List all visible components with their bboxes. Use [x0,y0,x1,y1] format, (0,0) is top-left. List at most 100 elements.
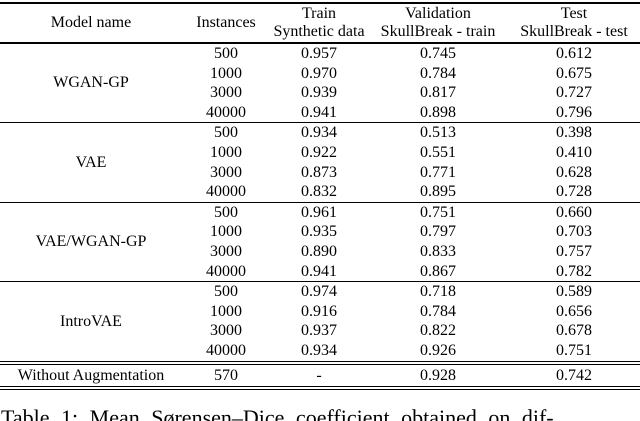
table-row: 3000 0.873 0.771 0.628 [0,163,640,183]
train-cell: 0.941 [301,262,337,280]
instances-cell: 1000 [210,223,242,241]
table-row: 40000 0.941 0.898 0.796 [0,103,640,123]
model-group-vae-wgan-gp: VAE/WGAN-GP 500 0.961 0.751 0.660 1000 0… [0,202,640,281]
validation-cell: 0.784 [420,64,456,82]
validation-cell: 0.797 [420,223,456,241]
instances-cell: 40000 [206,103,246,121]
table-row: VAE 500 0.934 0.513 0.398 [0,123,640,170]
table-row: 3000 0.890 0.833 0.757 [0,242,640,262]
table-row: 1000 0.970 0.784 0.675 [0,64,640,84]
validation-cell: 0.898 [420,103,456,121]
test-cell: 0.628 [556,163,592,181]
instances-cell: 3000 [210,163,242,181]
model-group-wgan-gp: WGAN-GP 500 0.957 0.745 0.612 1000 0.970… [0,43,640,123]
validation-cell: 0.745 [420,45,456,62]
table-row: WGAN-GP 500 0.957 0.745 0.612 [0,43,640,91]
validation-cell: 0.822 [420,322,456,340]
instances-cell: 40000 [206,341,246,359]
train-cell: - [316,366,322,384]
header-row: Model name Instances Train Synthetic dat… [0,3,640,43]
train-cell: 0.939 [301,84,337,102]
table-row: 1000 0.916 0.784 0.656 [0,302,640,322]
header-title: Model name [50,14,132,31]
test-cell: 0.675 [556,64,592,82]
instances-cell: 500 [214,283,238,301]
train-cell: 0.934 [301,341,337,359]
validation-cell: 0.926 [420,341,456,359]
model-group-vae: VAE 500 0.934 0.513 0.398 1000 0.922 0.5… [0,122,640,202]
test-cell: 0.678 [556,322,592,340]
table-row: 3000 0.937 0.822 0.678 [0,321,640,341]
train-cell: 0.941 [301,103,337,121]
test-cell: 0.410 [556,143,592,161]
instances-cell: 1000 [210,64,242,82]
train-cell: 0.832 [301,183,337,201]
header-title: Validation [405,5,471,22]
header-subtitle: SkullBreak - test [520,23,628,40]
summary-row: Without Augmentation 570 - 0.928 0.742 [0,363,640,388]
instances-cell: 500 [214,124,238,142]
results-table: Model name Instances Train Synthetic dat… [0,2,640,390]
table-row: VAE/WGAN-GP 500 0.961 0.751 0.660 [0,202,640,250]
header-title: Test [560,5,588,22]
instances-cell: 40000 [206,183,246,201]
test-cell: 0.703 [556,223,592,241]
instances-cell: 1000 [210,302,242,320]
validation-cell: 0.833 [420,242,456,260]
validation-cell: 0.718 [420,283,456,301]
column-header-validation: Validation SkullBreak - train [368,3,508,43]
train-cell: 0.935 [301,223,337,241]
test-cell: 0.728 [556,183,592,201]
train-cell: 0.957 [301,45,337,62]
test-cell: 0.782 [556,262,592,280]
column-header-model-name: Model name [0,3,182,43]
instances-cell: 570 [214,366,238,384]
model-name-cell: Without Augmentation [17,366,165,384]
train-cell: 0.873 [301,163,337,181]
header-title: Train [301,5,337,22]
table-row: 40000 0.832 0.895 0.728 [0,182,640,202]
test-cell: 0.751 [556,341,592,359]
summary-section: Without Augmentation 570 - 0.928 0.742 [0,362,640,388]
table-row: 1000 0.922 0.551 0.410 [0,143,640,163]
validation-cell: 0.867 [420,262,456,280]
train-cell: 0.974 [301,283,337,301]
column-header-instances: Instances [182,3,270,43]
test-cell: 0.398 [556,124,592,142]
column-header-train: Train Synthetic data [270,3,368,43]
test-cell: 0.742 [556,366,592,384]
train-cell: 0.890 [301,242,337,260]
table-row: 40000 0.941 0.867 0.782 [0,262,640,282]
test-cell: 0.757 [556,242,592,260]
train-cell: 0.970 [301,64,337,82]
train-cell: 0.922 [301,143,337,161]
train-cell: 0.961 [301,203,337,221]
model-group-introvae: IntroVAE 500 0.974 0.718 0.589 1000 0.91… [0,281,640,363]
instances-cell: 3000 [210,242,242,260]
validation-cell: 0.551 [420,143,456,161]
test-cell: 0.727 [556,84,592,102]
test-cell: 0.660 [556,203,592,221]
model-name-cell: VAE [75,153,107,171]
validation-cell: 0.513 [420,124,456,142]
model-name-cell: IntroVAE [60,312,122,330]
table-row: IntroVAE 500 0.974 0.718 0.589 [0,282,640,329]
table-header: Model name Instances Train Synthetic dat… [0,3,640,43]
validation-cell: 0.751 [420,203,456,221]
table-row: 40000 0.934 0.926 0.751 [0,341,640,363]
instances-cell: 3000 [210,84,242,102]
validation-cell: 0.928 [420,366,456,384]
validation-cell: 0.895 [420,183,456,201]
table-caption: Table 1: Mean Sørensen–Dice coefficient … [1,404,554,421]
header-title: Instances [196,14,256,31]
train-cell: 0.916 [301,302,337,320]
test-cell: 0.796 [556,103,592,121]
model-name-cell: VAE/WGAN-GP [35,233,147,251]
instances-cell: 500 [214,45,238,62]
test-cell: 0.656 [556,302,592,320]
test-cell: 0.589 [556,283,592,301]
train-cell: 0.937 [301,322,337,340]
instances-cell: 40000 [206,262,246,280]
model-name-cell: WGAN-GP [53,74,129,92]
